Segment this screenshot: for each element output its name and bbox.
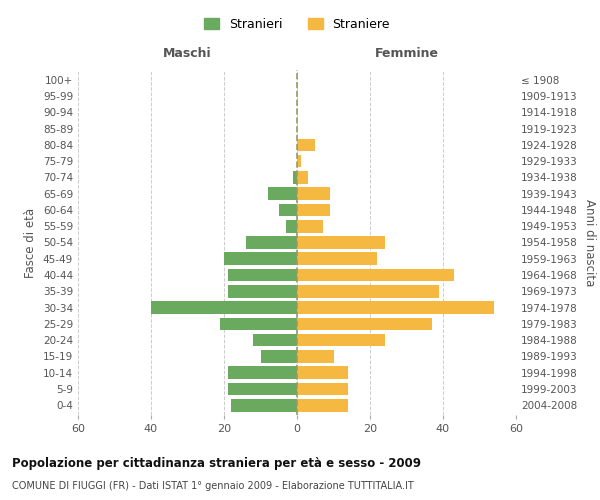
Bar bbox=[297, 220, 323, 232]
Bar bbox=[297, 366, 348, 379]
Bar bbox=[297, 268, 454, 281]
Bar bbox=[227, 366, 297, 379]
Bar bbox=[260, 350, 297, 363]
Bar bbox=[246, 236, 297, 249]
Bar bbox=[227, 382, 297, 396]
Bar bbox=[220, 318, 297, 330]
Bar bbox=[286, 220, 297, 232]
Bar bbox=[297, 138, 315, 151]
Bar bbox=[297, 236, 385, 249]
Bar bbox=[227, 285, 297, 298]
Bar bbox=[297, 171, 308, 184]
Bar bbox=[279, 204, 297, 216]
Bar bbox=[297, 350, 334, 363]
Bar bbox=[232, 399, 297, 411]
Bar bbox=[297, 399, 348, 411]
Y-axis label: Anni di nascita: Anni di nascita bbox=[583, 199, 596, 286]
Bar bbox=[297, 285, 439, 298]
Text: Popolazione per cittadinanza straniera per età e sesso - 2009: Popolazione per cittadinanza straniera p… bbox=[12, 458, 421, 470]
Bar bbox=[293, 171, 297, 184]
Bar bbox=[297, 334, 385, 346]
Bar bbox=[224, 252, 297, 265]
Text: Maschi: Maschi bbox=[163, 47, 212, 60]
Bar bbox=[253, 334, 297, 346]
Bar bbox=[297, 204, 330, 216]
Bar bbox=[297, 252, 377, 265]
Text: COMUNE DI FIUGGI (FR) - Dati ISTAT 1° gennaio 2009 - Elaborazione TUTTITALIA.IT: COMUNE DI FIUGGI (FR) - Dati ISTAT 1° ge… bbox=[12, 481, 414, 491]
Legend: Stranieri, Straniere: Stranieri, Straniere bbox=[204, 18, 390, 30]
Y-axis label: Fasce di età: Fasce di età bbox=[25, 208, 37, 278]
Bar bbox=[297, 301, 494, 314]
Bar bbox=[297, 382, 348, 396]
Bar bbox=[297, 188, 330, 200]
Bar bbox=[297, 155, 301, 168]
Text: Femmine: Femmine bbox=[374, 47, 439, 60]
Bar bbox=[268, 188, 297, 200]
Bar bbox=[227, 268, 297, 281]
Bar bbox=[297, 318, 432, 330]
Bar bbox=[151, 301, 297, 314]
